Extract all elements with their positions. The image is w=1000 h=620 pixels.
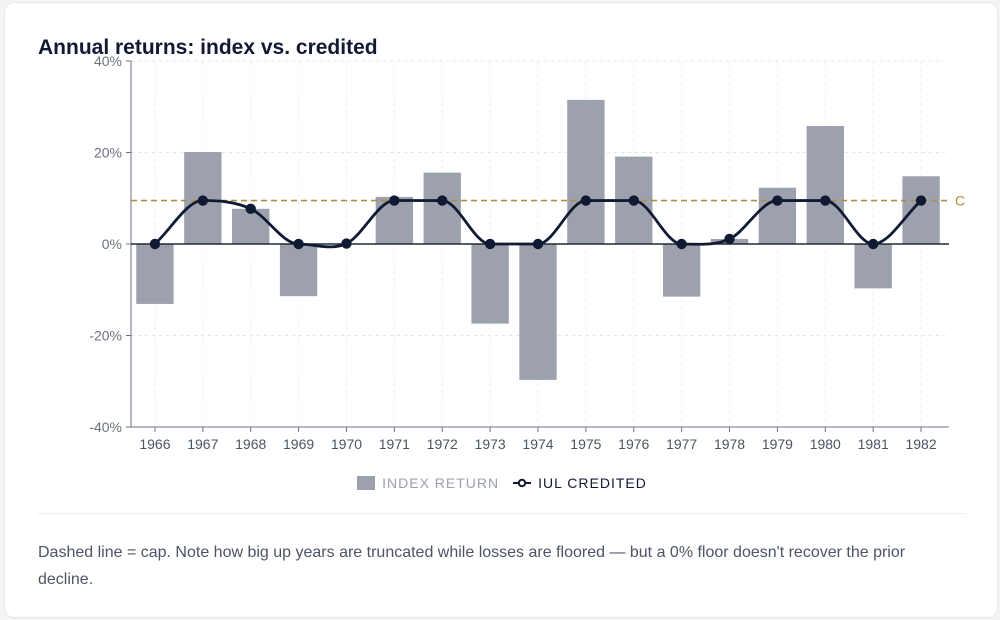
point-iul-credited <box>532 238 544 250</box>
x-tick-label: 1979 <box>762 436 793 452</box>
bar-index-return <box>279 244 318 297</box>
y-tick-label: 0% <box>102 236 122 252</box>
point-iul-credited <box>915 195 927 206</box>
legend-label-index-return: INDEX RETURN <box>382 475 500 491</box>
x-tick-label: 1970 <box>331 436 362 452</box>
bar-index-return <box>471 244 509 324</box>
x-tick-label: 1966 <box>139 436 170 452</box>
x-tick-label: 1975 <box>570 436 601 452</box>
x-tick-label: 1971 <box>379 436 410 452</box>
x-tick-label: 1973 <box>475 436 506 452</box>
point-iul-credited <box>580 195 592 206</box>
bar-index-return <box>567 99 605 244</box>
chart-legend: INDEX RETURN IUL CREDITED <box>5 473 999 493</box>
legend-item-index-return[interactable]: INDEX RETURN <box>357 475 499 491</box>
x-tick-label: 1977 <box>666 436 697 452</box>
bar-index-return <box>854 244 892 289</box>
x-tick-label: 1974 <box>522 436 553 452</box>
x-tick-label: 1980 <box>810 436 841 452</box>
x-tick-label: 1982 <box>905 436 936 452</box>
bar-index-return <box>232 208 270 244</box>
x-tick-label: 1968 <box>235 436 266 452</box>
point-iul-credited <box>867 238 879 250</box>
bar-index-return <box>806 125 844 244</box>
point-iul-credited <box>772 195 783 206</box>
bar-index-return <box>902 176 940 244</box>
bar-index-return <box>136 244 174 304</box>
chart-plot: 40% 20% 0% -20% -40% 1966 1967 1968 1969 1970 1971… <box>89 53 981 452</box>
y-tick-label: -40% <box>89 419 122 435</box>
y-tick-label: 40% <box>94 53 122 69</box>
cap-label: Cap <box>955 193 981 209</box>
legend-item-iul-credited[interactable]: IUL CREDITED <box>513 475 647 491</box>
legend-bar-swatch <box>357 476 376 490</box>
x-tick-label: 1978 <box>714 436 745 452</box>
point-iul-credited <box>341 238 352 249</box>
point-iul-credited <box>628 195 639 206</box>
point-iul-credited <box>245 203 256 214</box>
point-iul-credited <box>197 195 209 206</box>
chart-title: Annual returns: index vs. credited <box>38 36 378 59</box>
divider <box>38 513 966 514</box>
x-tick-label: 1972 <box>427 436 458 452</box>
point-iul-credited <box>437 195 448 206</box>
bar-index-return <box>519 244 557 380</box>
legend-line-swatch <box>513 478 532 488</box>
point-iul-credited <box>676 238 687 250</box>
point-iul-credited <box>724 233 735 245</box>
y-tick-label: 20% <box>94 145 122 161</box>
x-tick-label: 1967 <box>187 436 218 452</box>
y-tick-label: -20% <box>89 328 122 344</box>
x-tick-label: 1969 <box>283 436 314 452</box>
point-iul-credited <box>820 195 831 206</box>
chart-card: Annual returns: index vs. credited 40% 20… <box>4 2 998 618</box>
legend-label-iul-credited: IUL CREDITED <box>538 475 647 491</box>
point-iul-credited <box>389 195 400 206</box>
bar-index-return <box>662 244 701 297</box>
chart-note: Dashed line = cap. Note how big up years… <box>38 544 906 588</box>
x-tick-label: 1976 <box>618 436 649 452</box>
x-tick-label: 1981 <box>858 436 889 452</box>
point-iul-credited <box>149 238 161 250</box>
point-iul-credited <box>484 238 496 250</box>
point-iul-credited <box>293 238 304 250</box>
